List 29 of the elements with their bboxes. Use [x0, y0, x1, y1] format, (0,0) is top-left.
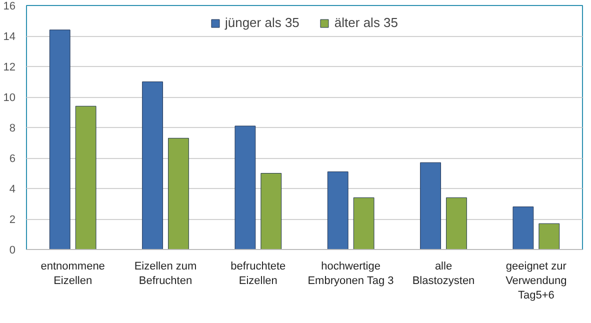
bar [142, 82, 163, 250]
bar [538, 223, 560, 250]
y-tick-label: 8 [9, 122, 16, 134]
bar [234, 126, 256, 250]
y-tick-label: 16 [3, 0, 16, 12]
bar [168, 138, 189, 250]
y-tick-label: 4 [9, 184, 16, 196]
bar [75, 106, 96, 250]
legend-label: älter als 35 [334, 15, 398, 30]
bar [446, 197, 467, 250]
y-tick-label: 0 [9, 244, 16, 256]
bar [327, 171, 348, 250]
x-tick-label: entnommene Eizellen [40, 260, 105, 287]
x-tick-label: befruchtete Eizellen [230, 260, 286, 287]
bar [420, 162, 441, 250]
x-tick-label: alle Blastozysten [412, 260, 475, 287]
x-tick-label: Eizellen zum Befruchten [134, 260, 197, 287]
bar [260, 173, 282, 250]
bar [512, 206, 534, 250]
y-tick-label: 10 [3, 92, 16, 104]
x-tick-label: hochwertige Embryonen Tag 3 [308, 260, 394, 287]
legend-label: jünger als 35 [224, 15, 300, 30]
bar [353, 197, 374, 250]
y-tick-label: 2 [9, 214, 16, 226]
x-tick-label: geeignet zur Verwendung Tag5+6 [506, 260, 567, 302]
y-tick-label: 6 [9, 153, 16, 165]
y-tick-label: 12 [3, 62, 16, 74]
y-tick-label: 14 [3, 31, 16, 43]
bar [49, 30, 70, 250]
